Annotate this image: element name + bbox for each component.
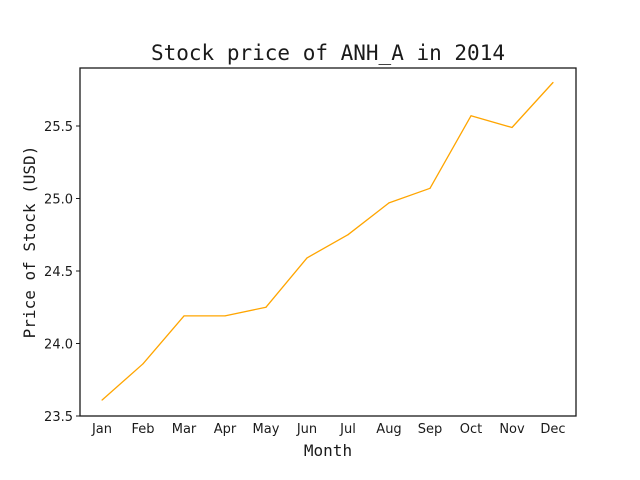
data-point bbox=[224, 315, 226, 317]
x-tick-label: Sep bbox=[418, 422, 443, 437]
data-point bbox=[183, 315, 185, 317]
x-tick-label: Nov bbox=[499, 422, 525, 437]
y-tick-label: 24.0 bbox=[44, 338, 73, 353]
data-point bbox=[142, 363, 144, 365]
data-point bbox=[306, 257, 308, 259]
x-axis-label: Month bbox=[304, 441, 352, 460]
x-tick-label: Oct bbox=[460, 422, 482, 437]
x-tick-label: Jun bbox=[296, 422, 317, 437]
series-line bbox=[101, 82, 554, 401]
data-point bbox=[511, 126, 513, 129]
y-tick-label: 24.5 bbox=[44, 265, 73, 280]
data-point bbox=[429, 187, 431, 189]
x-axis-ticks: Jan Feb Mar Apr May Jun Jul Aug Sep Oct Nov Dec bbox=[91, 422, 566, 437]
data-point bbox=[265, 306, 267, 308]
data-point bbox=[470, 115, 472, 117]
x-tick-label: Jan bbox=[91, 422, 112, 437]
x-tick-label: Apr bbox=[214, 422, 237, 437]
x-tick-label: Jul bbox=[339, 422, 356, 437]
x-tick-label: Aug bbox=[376, 422, 401, 437]
y-tick-label: 25.5 bbox=[44, 120, 73, 135]
x-tick-label: Feb bbox=[131, 422, 154, 437]
series-layer bbox=[101, 81, 554, 401]
y-axis-label: Price of Stock (USD) bbox=[20, 146, 39, 339]
data-point bbox=[347, 234, 349, 236]
y-tick-label: 23.5 bbox=[44, 410, 73, 425]
plot-frame bbox=[79, 67, 577, 417]
y-axis-ticks: 23.5 24.0 24.5 25.0 25.5 bbox=[44, 120, 80, 425]
data-point bbox=[101, 399, 103, 401]
y-tick-label: 25.0 bbox=[44, 193, 73, 208]
data-point bbox=[388, 202, 390, 204]
x-tick-label: Dec bbox=[540, 422, 565, 437]
data-point bbox=[552, 81, 554, 84]
x-tick-label: May bbox=[253, 422, 280, 437]
x-tick-label: Mar bbox=[172, 422, 197, 437]
chart-title: Stock price of ANH_A in 2014 bbox=[151, 41, 505, 65]
